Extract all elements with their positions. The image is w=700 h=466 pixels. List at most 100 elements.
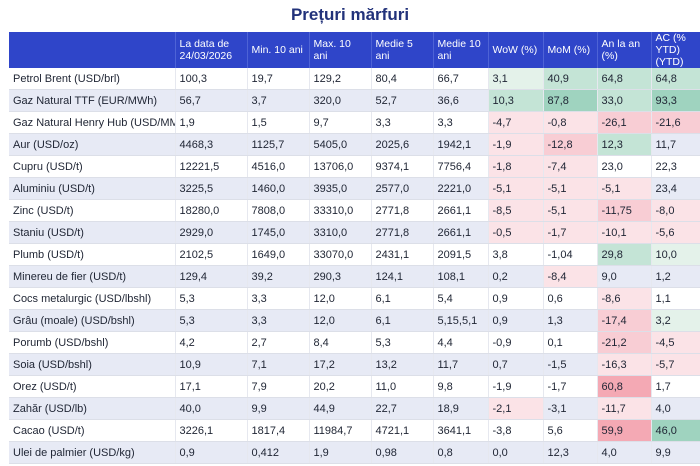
- table-row: Petrol Brent (USD/brl) 100,3 19,7 129,2 80,4…: [9, 68, 700, 90]
- value-cell: 3641,1: [433, 419, 489, 442]
- value-cell: 11,0: [371, 375, 434, 398]
- value-cell: 0,1: [543, 331, 598, 354]
- commodity-name: Soia (USD/bshl): [9, 353, 176, 376]
- table-row: Ulei de palmier (USD/kg) 0,9 0,412 1,9 0,98 0…: [9, 441, 700, 464]
- table-row: Cacao (USD/t) 3226,1 1817,4 11984,7 4721,1 36…: [9, 419, 700, 442]
- value-cell: -21,2: [597, 331, 652, 354]
- commodity-name: Petrol Brent (USD/brl): [9, 68, 176, 90]
- value-cell: 1460,0: [247, 177, 310, 200]
- value-cell: 1,9: [175, 111, 248, 134]
- value-cell: 10,9: [175, 353, 248, 376]
- value-cell: 0,9: [175, 441, 248, 464]
- value-cell: 2929,0: [175, 221, 248, 244]
- value-cell: 1649,0: [247, 243, 310, 266]
- value-cell: -5,1: [488, 177, 544, 200]
- value-cell: -5,1: [597, 177, 652, 200]
- value-cell: 0,98: [371, 441, 434, 464]
- value-cell: -26,1: [597, 111, 652, 134]
- value-cell: -8,5: [488, 199, 544, 222]
- table-row: Staniu (USD/t) 2929,0 1745,0 3310,0 2771,8 26…: [9, 221, 700, 244]
- value-cell: 11,7: [651, 133, 700, 156]
- value-cell: 66,7: [433, 68, 489, 90]
- value-cell: 4,4: [433, 331, 489, 354]
- commodity-name: Gaz Natural Henry Hub (USD/MMBtu): [9, 111, 176, 134]
- value-cell: 56,7: [175, 89, 248, 112]
- value-cell: 3226,1: [175, 419, 248, 442]
- header-ytd: AC (% YTD) (YTD): [651, 32, 700, 68]
- value-cell: 6,1: [371, 287, 434, 310]
- value-cell: 12,3: [543, 441, 598, 464]
- table-row: Aluminiu (USD/t) 3225,5 1460,0 3935,0 2577,0…: [9, 177, 700, 200]
- value-cell: 23,0: [597, 155, 652, 178]
- value-cell: 64,8: [651, 68, 700, 90]
- value-cell: 3,2: [651, 309, 700, 332]
- value-cell: 18,9: [433, 397, 489, 420]
- value-cell: 23,4: [651, 177, 700, 200]
- value-cell: -1,9: [488, 375, 544, 398]
- value-cell: 46,0: [651, 419, 700, 442]
- value-cell: 3,3: [433, 111, 489, 134]
- value-cell: -3,1: [543, 397, 598, 420]
- table-header-row: La data de 24/03/2026 Min. 10 ani Max. 1…: [9, 32, 700, 68]
- value-cell: 80,4: [371, 68, 434, 90]
- value-cell: 320,0: [309, 89, 372, 112]
- value-cell: 18280,0: [175, 199, 248, 222]
- value-cell: 17,1: [175, 375, 248, 398]
- value-cell: 93,3: [651, 89, 700, 112]
- value-cell: 1,3: [543, 309, 598, 332]
- value-cell: 19,7: [247, 68, 310, 90]
- value-cell: 290,3: [309, 265, 372, 288]
- value-cell: 9,9: [651, 441, 700, 464]
- value-cell: 2661,1: [433, 221, 489, 244]
- value-cell: 7,1: [247, 353, 310, 376]
- value-cell: 33310,0: [309, 199, 372, 222]
- value-cell: -8,0: [651, 199, 700, 222]
- value-cell: -11,75: [597, 199, 652, 222]
- value-cell: 4516,0: [247, 155, 310, 178]
- value-cell: 1,7: [651, 375, 700, 398]
- value-cell: 5,3: [175, 309, 248, 332]
- commodity-name: Zinc (USD/t): [9, 199, 176, 222]
- value-cell: 9,7: [309, 111, 372, 134]
- value-cell: 1942,1: [433, 133, 489, 156]
- value-cell: 0,6: [543, 287, 598, 310]
- commodity-name: Aluminiu (USD/t): [9, 177, 176, 200]
- value-cell: 40,9: [543, 68, 598, 90]
- header-commodity: [9, 32, 176, 68]
- header-min-10y: Min. 10 ani: [247, 32, 310, 68]
- value-cell: -5,1: [543, 177, 598, 200]
- value-cell: 12221,5: [175, 155, 248, 178]
- value-cell: -12,8: [543, 133, 598, 156]
- value-cell: -0,9: [488, 331, 544, 354]
- value-cell: -17,4: [597, 309, 652, 332]
- value-cell: 20,2: [309, 375, 372, 398]
- value-cell: 2431,1: [371, 243, 434, 266]
- value-cell: 0,8: [433, 441, 489, 464]
- value-cell: 0,9: [488, 309, 544, 332]
- value-cell: 52,7: [371, 89, 434, 112]
- value-cell: 3225,5: [175, 177, 248, 200]
- value-cell: 9,0: [597, 265, 652, 288]
- value-cell: 2661,1: [433, 199, 489, 222]
- value-cell: 1125,7: [247, 133, 310, 156]
- commodity-name: Zahăr (USD/lb): [9, 397, 176, 420]
- value-cell: 60,8: [597, 375, 652, 398]
- value-cell: 2091,5: [433, 243, 489, 266]
- commodity-name: Minereu de fier (USD/t): [9, 265, 176, 288]
- value-cell: -1,04: [543, 243, 598, 266]
- table-row: Porumb (USD/bshl) 4,2 2,7 8,4 5,3 4,4 -0,9 0,1-…: [9, 331, 700, 354]
- value-cell: -8,6: [597, 287, 652, 310]
- value-cell: 0,9: [488, 287, 544, 310]
- value-cell: 11,7: [433, 353, 489, 376]
- commodity-name: Cupru (USD/t): [9, 155, 176, 178]
- value-cell: 2102,5: [175, 243, 248, 266]
- value-cell: 2771,8: [371, 199, 434, 222]
- commodity-name: Staniu (USD/t): [9, 221, 176, 244]
- table-row: Grâu (moale) (USD/bshl) 5,3 3,3 12,0 6,1 5,15…: [9, 309, 700, 332]
- value-cell: 39,2: [247, 265, 310, 288]
- value-cell: 12,0: [309, 287, 372, 310]
- value-cell: -1,5: [543, 353, 598, 376]
- value-cell: 1745,0: [247, 221, 310, 244]
- value-cell: 29,8: [597, 243, 652, 266]
- value-cell: 9374,1: [371, 155, 434, 178]
